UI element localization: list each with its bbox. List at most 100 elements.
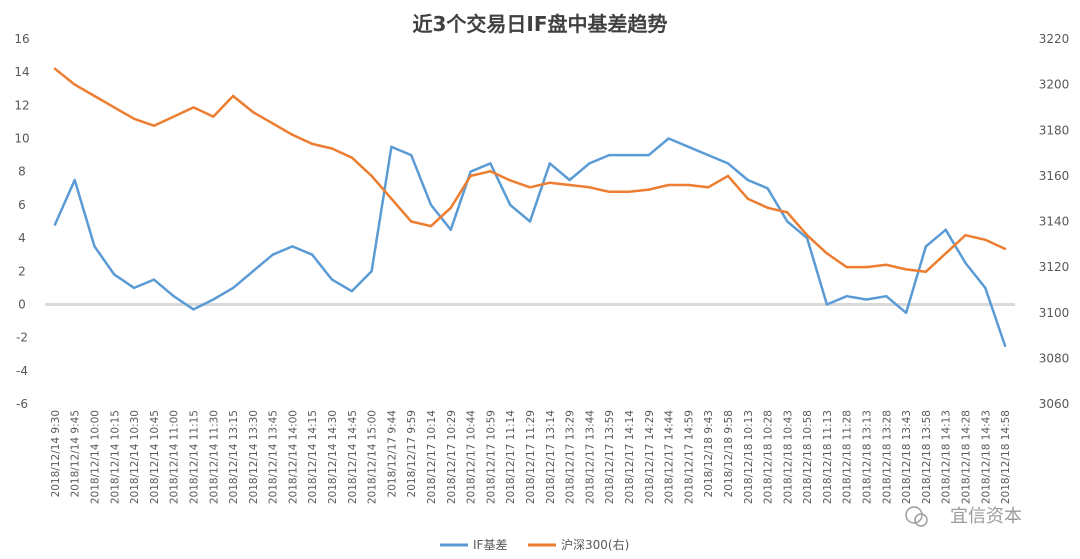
x-tick-label: 2018/12/17 13:44 (584, 410, 596, 504)
data-point (845, 265, 848, 269)
data-point (687, 183, 690, 187)
data-point (291, 133, 294, 136)
x-tick-label: 2018/12/18 10:58 (802, 410, 814, 504)
right-tick-label: 3140 (1039, 215, 1070, 229)
x-tick-label: 2018/12/17 10:59 (485, 410, 497, 504)
x-tick-label: 2018/12/14 11:00 (169, 410, 181, 504)
data-point (568, 178, 571, 182)
data-point (370, 174, 373, 178)
x-tick-label: 2018/12/17 13:14 (545, 410, 557, 504)
data-point (132, 117, 136, 121)
x-tick-label: 2018/12/18 13:43 (901, 410, 913, 504)
data-point (885, 263, 888, 266)
right-tick-label: 3220 (1039, 32, 1070, 46)
x-tick-label: 2018/12/17 10:44 (466, 410, 478, 504)
data-point (429, 224, 433, 228)
data-point (944, 252, 947, 255)
data-point (964, 261, 967, 265)
data-point (489, 162, 492, 165)
data-point (93, 94, 96, 98)
left-tick-label: 6 (18, 198, 26, 212)
legend-label: IF基差 (473, 538, 507, 552)
x-tick-label: 2018/12/18 11:28 (842, 410, 854, 504)
series-line-if-basis (53, 137, 1007, 347)
x-tick-label: 2018/12/17 13:29 (565, 410, 577, 504)
data-point (786, 220, 789, 223)
x-tick-label: 2018/12/18 14:28 (961, 410, 973, 504)
right-axis: 3060 3080 3100 3120 3140 3160 3180 3200 3220 (1039, 32, 1070, 411)
data-point (251, 110, 255, 114)
data-point (825, 252, 829, 255)
data-point (509, 179, 512, 182)
data-point (687, 145, 690, 148)
x-tick-label: 2018/12/14 11:15 (188, 410, 200, 504)
right-tick-label: 3120 (1039, 260, 1070, 274)
x-tick-label: 2018/12/17 10:14 (426, 410, 438, 504)
data-point (469, 170, 472, 173)
data-point (73, 178, 76, 182)
x-tick-label: 2018/12/17 14:59 (683, 410, 695, 504)
data-point (231, 94, 235, 98)
legend-label: 沪深300(右) (561, 537, 629, 552)
data-point (746, 197, 749, 200)
left-tick-label: 2 (18, 264, 26, 278)
x-tick-label: 2018/12/17 14:29 (644, 410, 656, 504)
x-axis: 2018/12/14 9:30 2018/12/14 9:45 2018/12/14… (50, 410, 1012, 504)
x-tick-label: 2018/12/18 13:58 (921, 410, 933, 504)
data-point (904, 268, 908, 271)
data-point (311, 142, 314, 146)
right-tick-label: 3100 (1039, 306, 1070, 320)
data-point (904, 311, 908, 314)
data-point (647, 153, 650, 157)
x-tick-label: 2018/12/18 10:13 (743, 410, 755, 504)
data-point (251, 270, 255, 273)
x-tick-label: 2018/12/17 10:29 (446, 410, 458, 504)
data-point (113, 106, 116, 109)
data-point (667, 137, 670, 140)
data-point (627, 190, 631, 193)
data-point (964, 234, 967, 237)
data-point (390, 145, 393, 148)
data-point (231, 286, 235, 290)
series-line-hs300 (54, 67, 1006, 273)
x-tick-label: 2018/12/14 13:15 (228, 410, 240, 504)
chart-title: 近3个交易日IF盘中基差趋势 (412, 12, 667, 36)
x-tick-label: 2018/12/14 10:45 (149, 410, 161, 504)
watermark: 宜信资本 (905, 506, 1022, 527)
data-point (865, 298, 868, 301)
left-tick-label: -6 (16, 397, 28, 411)
left-tick-label: 16 (14, 32, 29, 46)
x-tick-label: 2018/12/18 13:13 (862, 410, 874, 504)
data-point (212, 298, 215, 301)
x-tick-label: 2018/12/14 14:15 (307, 410, 319, 504)
left-axis: -6 -4 -2 0 2 4 6 8 10 12 14 16 (14, 32, 29, 411)
wechat-icon-inner (914, 513, 928, 527)
x-tick-label: 2018/12/14 14:45 (347, 410, 359, 504)
data-point (528, 220, 532, 223)
data-point (746, 178, 749, 182)
data-point (548, 181, 551, 184)
x-tick-label: 2018/12/14 9:30 (50, 410, 62, 497)
x-tick-label: 2018/12/18 14:43 (980, 410, 992, 504)
data-point (53, 223, 57, 226)
data-point (588, 162, 591, 165)
left-tick-label: -2 (16, 331, 28, 345)
data-point (311, 253, 314, 256)
data-point (350, 156, 353, 159)
data-point (132, 286, 136, 290)
right-tick-label: 3160 (1039, 169, 1070, 183)
data-point (330, 278, 334, 281)
x-tick-label: 2018/12/18 11:13 (822, 410, 834, 504)
data-point (152, 278, 156, 281)
x-tick-label: 2018/12/18 13:28 (881, 410, 893, 504)
x-tick-label: 2018/12/18 10:43 (782, 410, 794, 504)
data-point (172, 295, 175, 298)
data-point (627, 153, 631, 157)
data-point (588, 186, 591, 189)
data-point (271, 122, 274, 125)
data-point (370, 270, 373, 273)
data-point (528, 186, 532, 189)
left-tick-label: 4 (18, 231, 26, 245)
